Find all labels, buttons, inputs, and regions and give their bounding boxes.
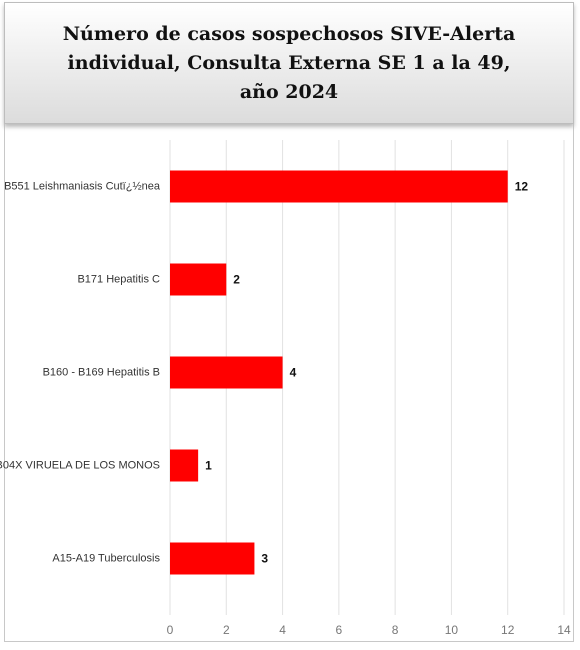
- data-label: 4: [290, 366, 297, 380]
- bar: [170, 263, 227, 296]
- x-tick-label: 0: [167, 623, 174, 637]
- x-tick-label: 6: [336, 623, 343, 637]
- y-tick-label: B171 Hepatitis C: [77, 273, 160, 285]
- data-label: 2: [233, 273, 240, 287]
- chart-title: Número de casos sospechosos SIVE-Alerta …: [4, 2, 574, 124]
- bar: [170, 542, 255, 575]
- bar: [170, 170, 508, 203]
- x-tick-label: 14: [557, 623, 571, 637]
- data-label: 12: [515, 180, 529, 194]
- x-tick-label: 10: [445, 623, 459, 637]
- data-label: 3: [261, 552, 268, 566]
- x-tick-label: 12: [501, 623, 515, 637]
- y-tick-label: B04X VIRUELA DE LOS MONOS: [0, 459, 160, 471]
- x-tick-label: 2: [223, 623, 230, 637]
- x-tick-label: 8: [392, 623, 399, 637]
- x-tick-label: 4: [279, 623, 286, 637]
- y-tick-label: A15-A19 Tuberculosis: [52, 552, 160, 564]
- bar: [170, 356, 283, 389]
- bar: [170, 449, 199, 482]
- y-tick-label: B160 - B169 Hepatitis B: [43, 366, 160, 378]
- data-label: 1: [205, 459, 212, 473]
- y-tick-label: B551 Leishmaniasis Cutï¿½nea: [4, 180, 161, 192]
